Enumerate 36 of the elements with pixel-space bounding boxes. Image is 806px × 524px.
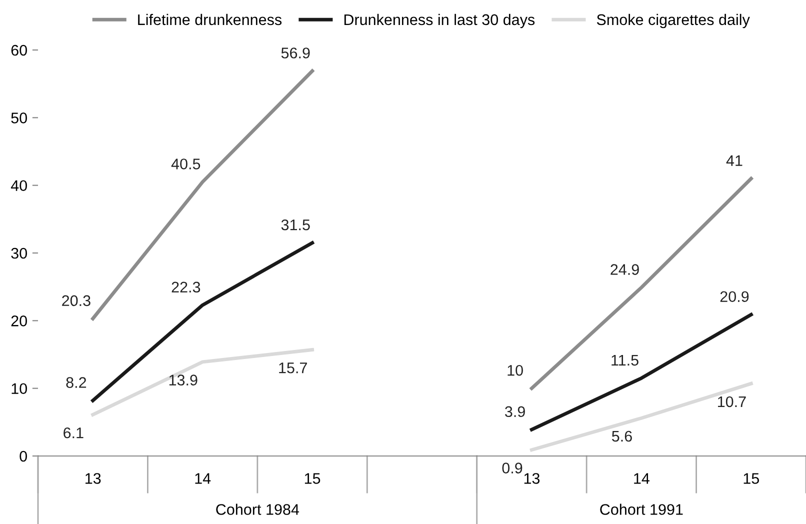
data-label: 20.3 xyxy=(62,295,90,306)
y-tick-label: 50 xyxy=(11,112,27,124)
y-tick-label: 0 xyxy=(20,450,27,462)
text: Cohort 1991 xyxy=(600,504,683,515)
data-label: 11.5 xyxy=(612,354,638,366)
text: Cohort 1984 xyxy=(216,504,300,515)
x-tick-label: 13 xyxy=(524,473,540,484)
legend-label: Smoke cigarettes daily xyxy=(596,14,750,28)
data-label: 24.9 xyxy=(610,264,639,275)
y-tick-label: 30 xyxy=(11,248,27,259)
y-tick-label: 20 xyxy=(11,316,27,326)
x-tick-label: 15 xyxy=(744,473,759,484)
data-label: 56.9 xyxy=(281,48,310,58)
legend-label: Lifetime drunkenness xyxy=(138,14,282,26)
data-label: 13.9 xyxy=(169,374,198,386)
y-tick-label: 40 xyxy=(10,180,27,192)
data-label: 40.5 xyxy=(171,158,200,170)
x-tick-label: 14 xyxy=(195,473,211,484)
data-label: 8.2 xyxy=(66,377,86,388)
data-label: 10 xyxy=(508,364,523,376)
x-tick-label: 14 xyxy=(634,473,650,484)
data-label: 20.9 xyxy=(720,291,749,302)
data-label: 15.7 xyxy=(279,362,307,374)
data-label: 3.9 xyxy=(505,406,525,418)
x-tick-label: 15 xyxy=(304,473,320,484)
data-label: 41 xyxy=(726,155,742,166)
data-label: 6.1 xyxy=(64,427,84,438)
data-label: 0.9 xyxy=(502,462,522,474)
data-label: 31.5 xyxy=(281,219,310,230)
data-label: 22.3 xyxy=(172,282,200,293)
y-tick-label: 60 xyxy=(11,44,27,56)
legend-label: Drunkenness in last 30 days xyxy=(344,14,535,28)
x-tick-label: 13 xyxy=(86,473,101,484)
data-label: 10.7 xyxy=(718,396,746,408)
data-label: 5.6 xyxy=(612,430,632,442)
y-tick-label: 10 xyxy=(12,383,27,394)
